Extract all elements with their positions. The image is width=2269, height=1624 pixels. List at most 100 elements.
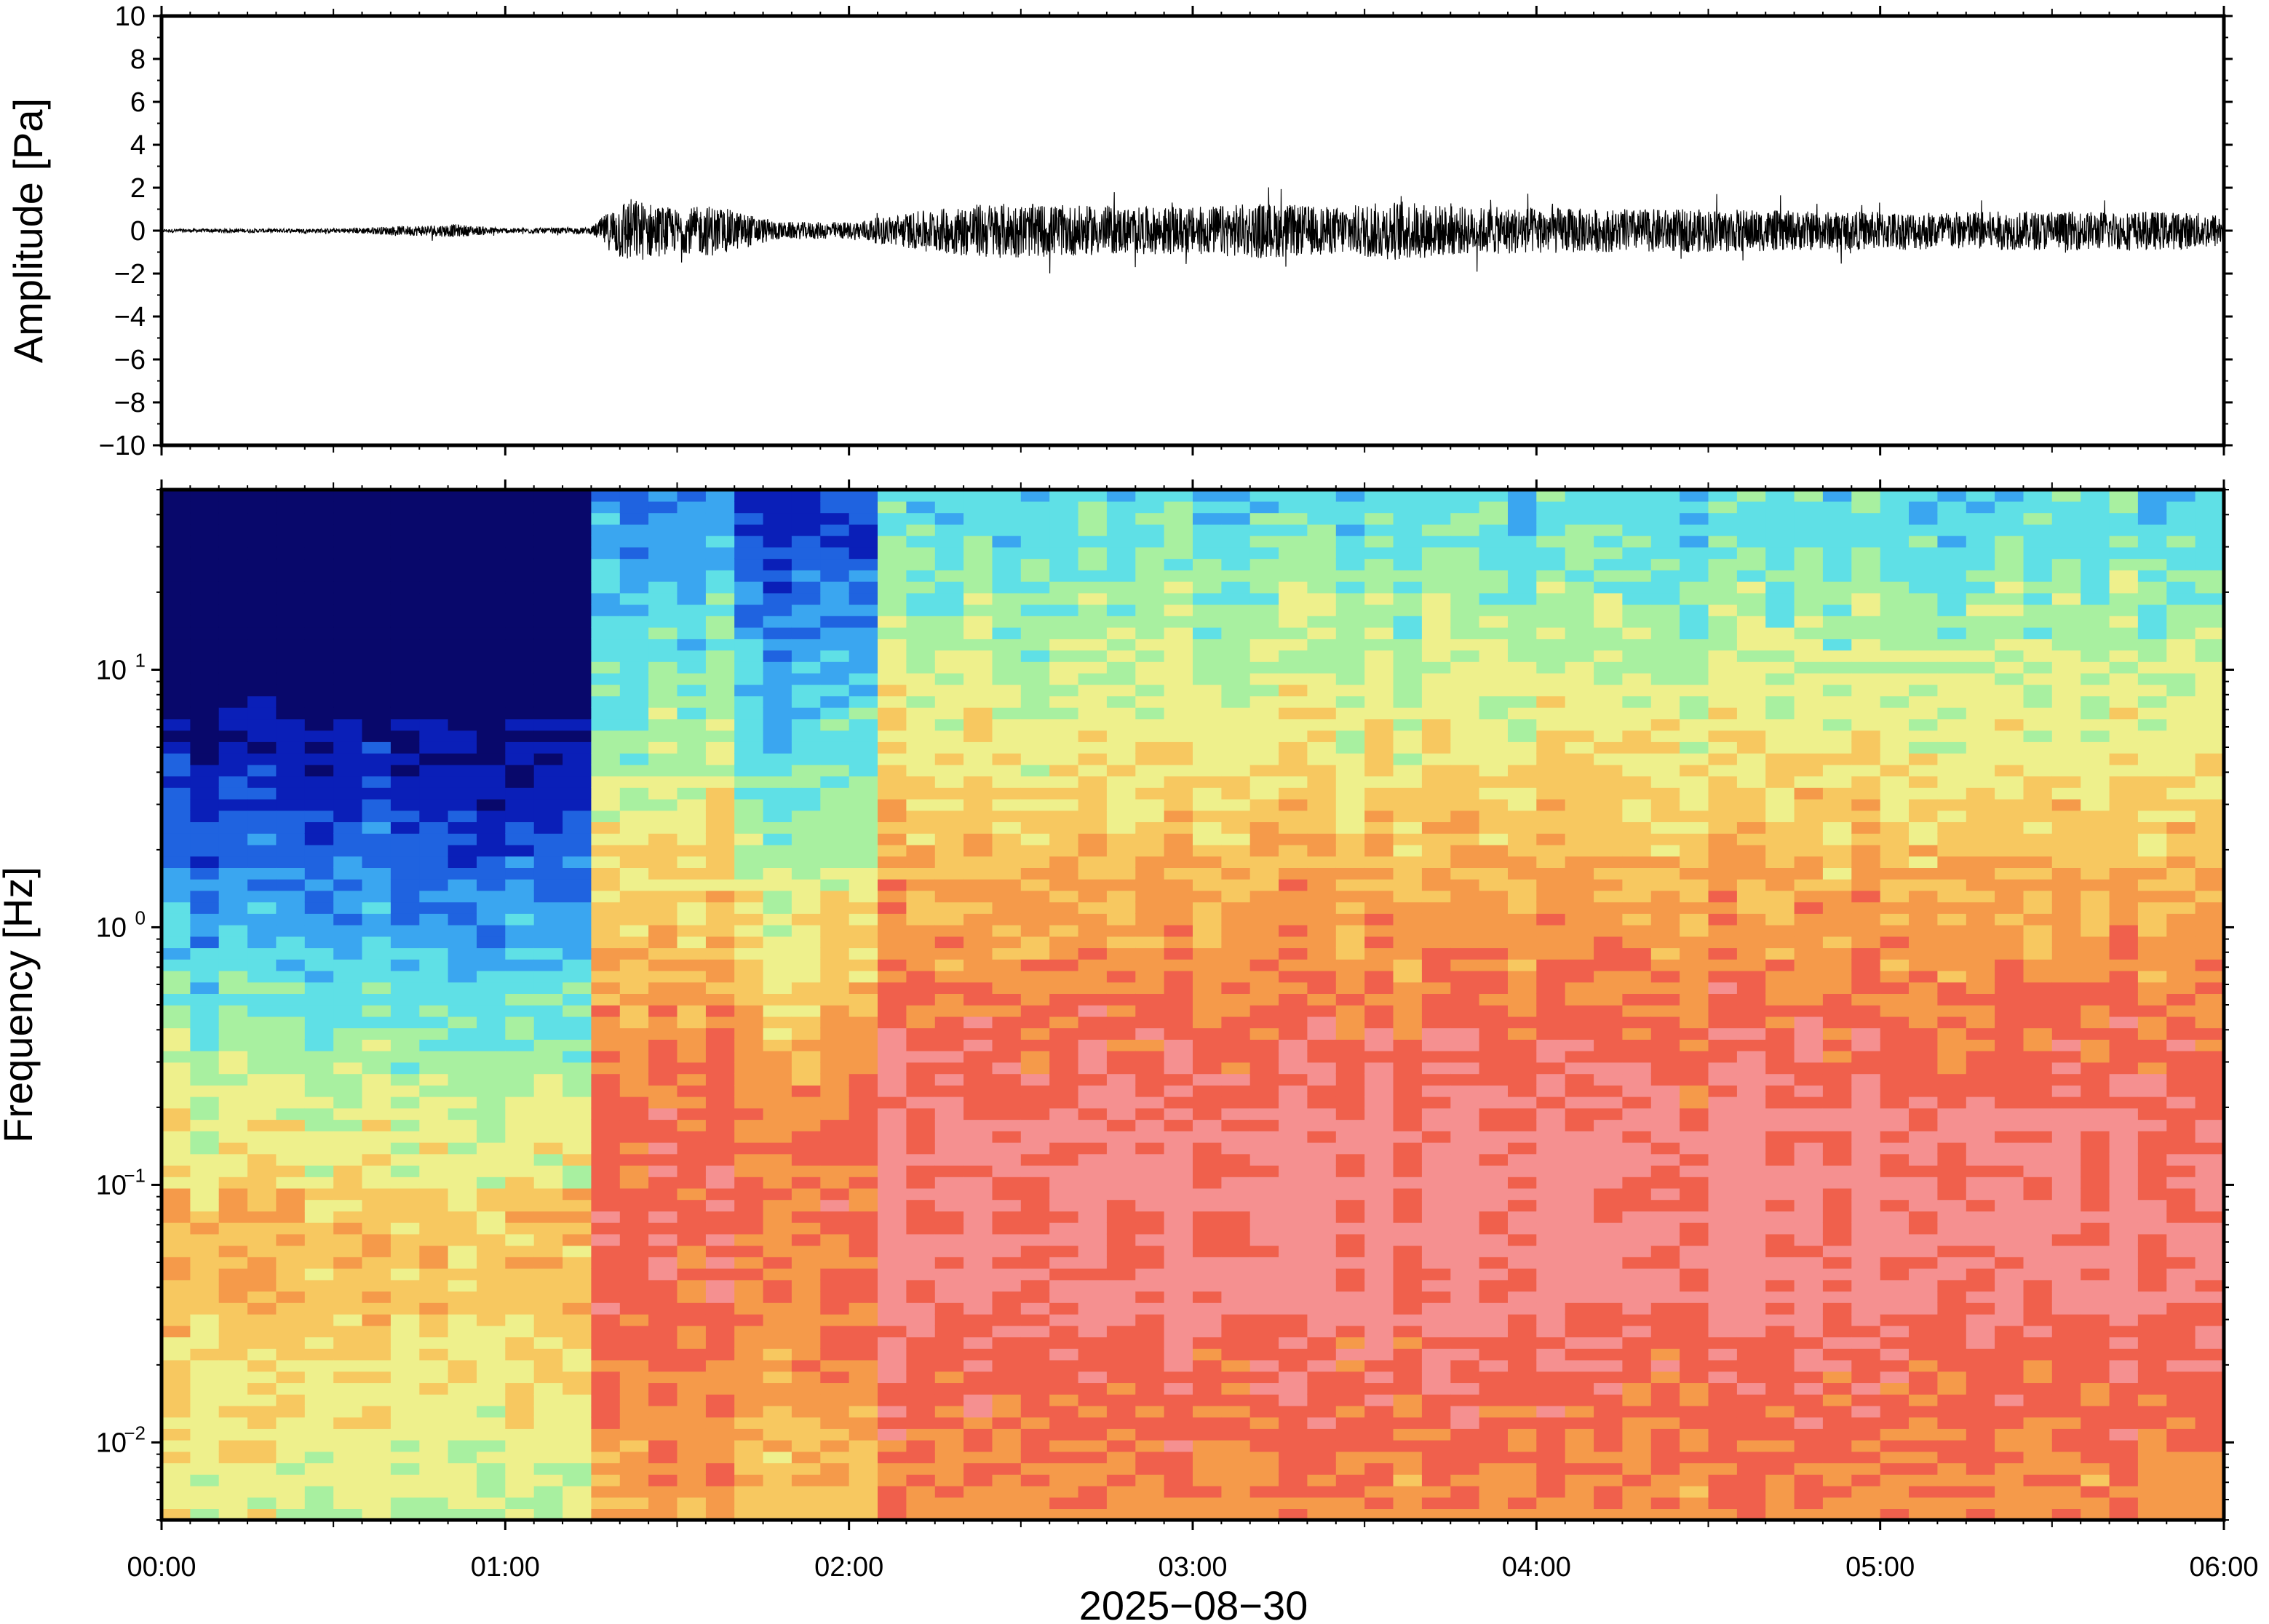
spectrogram-cell (1164, 1497, 1193, 1509)
spectrogram-cell (1020, 1177, 1050, 1189)
spectrogram-cell (390, 684, 421, 696)
spectrogram-cell (1536, 546, 1566, 560)
spectrogram-cell (1594, 867, 1624, 880)
spectrogram-cell (1393, 787, 1423, 800)
spectrogram-cell (1279, 1016, 1308, 1029)
spectrogram-cell (190, 1417, 220, 1429)
spectrogram-cell (1421, 626, 1452, 640)
spectrogram-cell (505, 1142, 535, 1155)
spectrogram-cell (1164, 1245, 1193, 1257)
spectrogram-cell (1221, 1371, 1251, 1383)
spectrogram-cell (878, 1016, 907, 1029)
spectrogram-cell (963, 878, 993, 891)
spectrogram-cell (1307, 604, 1337, 616)
spectrogram-cell (1249, 947, 1279, 960)
spectrogram-cell (276, 1096, 306, 1109)
spectrogram-cell (934, 535, 964, 548)
spectrogram-cell (619, 1027, 649, 1040)
spectrogram-cell (1049, 1267, 1079, 1281)
spectrogram-cell (477, 833, 506, 845)
spectrogram-cell (1307, 558, 1337, 570)
spectrogram-cell (791, 661, 822, 674)
spectrogram-cell (992, 592, 1022, 605)
spectrogram-cell (1279, 512, 1308, 525)
spectrogram-cell (1594, 512, 1624, 525)
spectrogram-cell (705, 959, 736, 971)
spectrogram-cell (448, 1451, 477, 1464)
spectrogram-cell (763, 604, 792, 616)
spectrogram-cell (1193, 706, 1223, 720)
spectrogram-cell (677, 604, 707, 616)
spectrogram-cell (1594, 878, 1624, 891)
spectrogram-cell (1193, 856, 1223, 868)
spectrogram-cell (1708, 936, 1738, 949)
spectrogram-cell (1536, 706, 1566, 720)
spectrogram-cell (1193, 1428, 1223, 1441)
spectrogram-cell (1708, 1371, 1738, 1383)
spectrogram-cell (963, 1428, 993, 1441)
spectrogram-cell (477, 1393, 506, 1406)
spectrogram-cell (247, 1302, 277, 1315)
spectrogram-cell (1508, 501, 1538, 514)
spectrogram-cell (1307, 924, 1337, 937)
spectrogram-cell (533, 1257, 563, 1269)
spectrogram-cell (1508, 1073, 1538, 1086)
spectrogram-cell (1078, 764, 1108, 777)
spectrogram-cell (1135, 558, 1165, 570)
spectrogram-cell (619, 924, 649, 937)
spectrogram-cell (304, 776, 334, 788)
spectrogram-cell (648, 1119, 678, 1131)
spectrogram-cell (1421, 1085, 1452, 1097)
spectrogram-cell (591, 1371, 621, 1383)
spectrogram-cell (1680, 856, 1709, 868)
spectrogram-cell (390, 638, 421, 650)
spectrogram-cell (1565, 970, 1594, 983)
spectrogram-cell (934, 1062, 964, 1075)
spectrogram-cell (362, 616, 392, 628)
spectrogram-cell (448, 684, 477, 696)
spectrogram-cell (162, 890, 191, 903)
spectrogram-cell (1421, 1382, 1452, 1395)
spectrogram-cell (448, 616, 477, 628)
spectrogram-cell (1335, 1050, 1365, 1063)
spectrogram-cell (333, 1462, 363, 1475)
spectrogram-cell (934, 1359, 964, 1372)
spectrogram-cell (906, 1485, 936, 1498)
spectrogram-cell (1249, 730, 1279, 742)
spectrogram-cell (906, 546, 936, 560)
spectrogram-cell (1164, 913, 1193, 926)
spectrogram-cell (162, 1508, 191, 1520)
spectrogram-cell (419, 1119, 449, 1131)
spectrogram-cell (1650, 1177, 1680, 1189)
spectrogram-cell (1708, 558, 1738, 570)
spectrogram-cell (1680, 970, 1709, 983)
spectrogram-cell (448, 1462, 477, 1475)
spectrogram-cell (304, 1508, 334, 1520)
spectrogram-cell (1164, 936, 1193, 949)
spectrogram-cell (1221, 1233, 1251, 1246)
spectrogram-cell (1622, 1302, 1652, 1315)
spectrogram-cell (1650, 1187, 1680, 1201)
spectrogram-cell (1650, 524, 1680, 536)
spectrogram-cell (1479, 1085, 1509, 1097)
spectrogram-cell (1049, 1245, 1079, 1257)
spectrogram-cell (934, 524, 964, 536)
spectrogram-cell (820, 993, 850, 1006)
spectrogram-cell (1536, 1291, 1566, 1303)
spectrogram-cell (1221, 1291, 1251, 1303)
spectrogram-cell (1193, 1096, 1223, 1109)
spectrogram-cell (333, 501, 363, 514)
spectrogram-cell (1736, 993, 1767, 1006)
spectrogram-cell (276, 661, 306, 674)
spectrogram-cell (878, 913, 907, 926)
spectrogram-cell (1680, 764, 1709, 777)
spectrogram-cell (563, 1016, 592, 1029)
spectrogram-cell (963, 752, 993, 765)
spectrogram-cell (333, 1267, 363, 1281)
spectrogram-cell (1249, 1085, 1279, 1097)
spectrogram-cell (477, 581, 506, 594)
spectrogram-cell (677, 924, 707, 937)
spectrogram-cell (1164, 1199, 1193, 1211)
spectrogram-cell (1622, 1131, 1652, 1143)
spectrogram-cell (1164, 650, 1193, 662)
